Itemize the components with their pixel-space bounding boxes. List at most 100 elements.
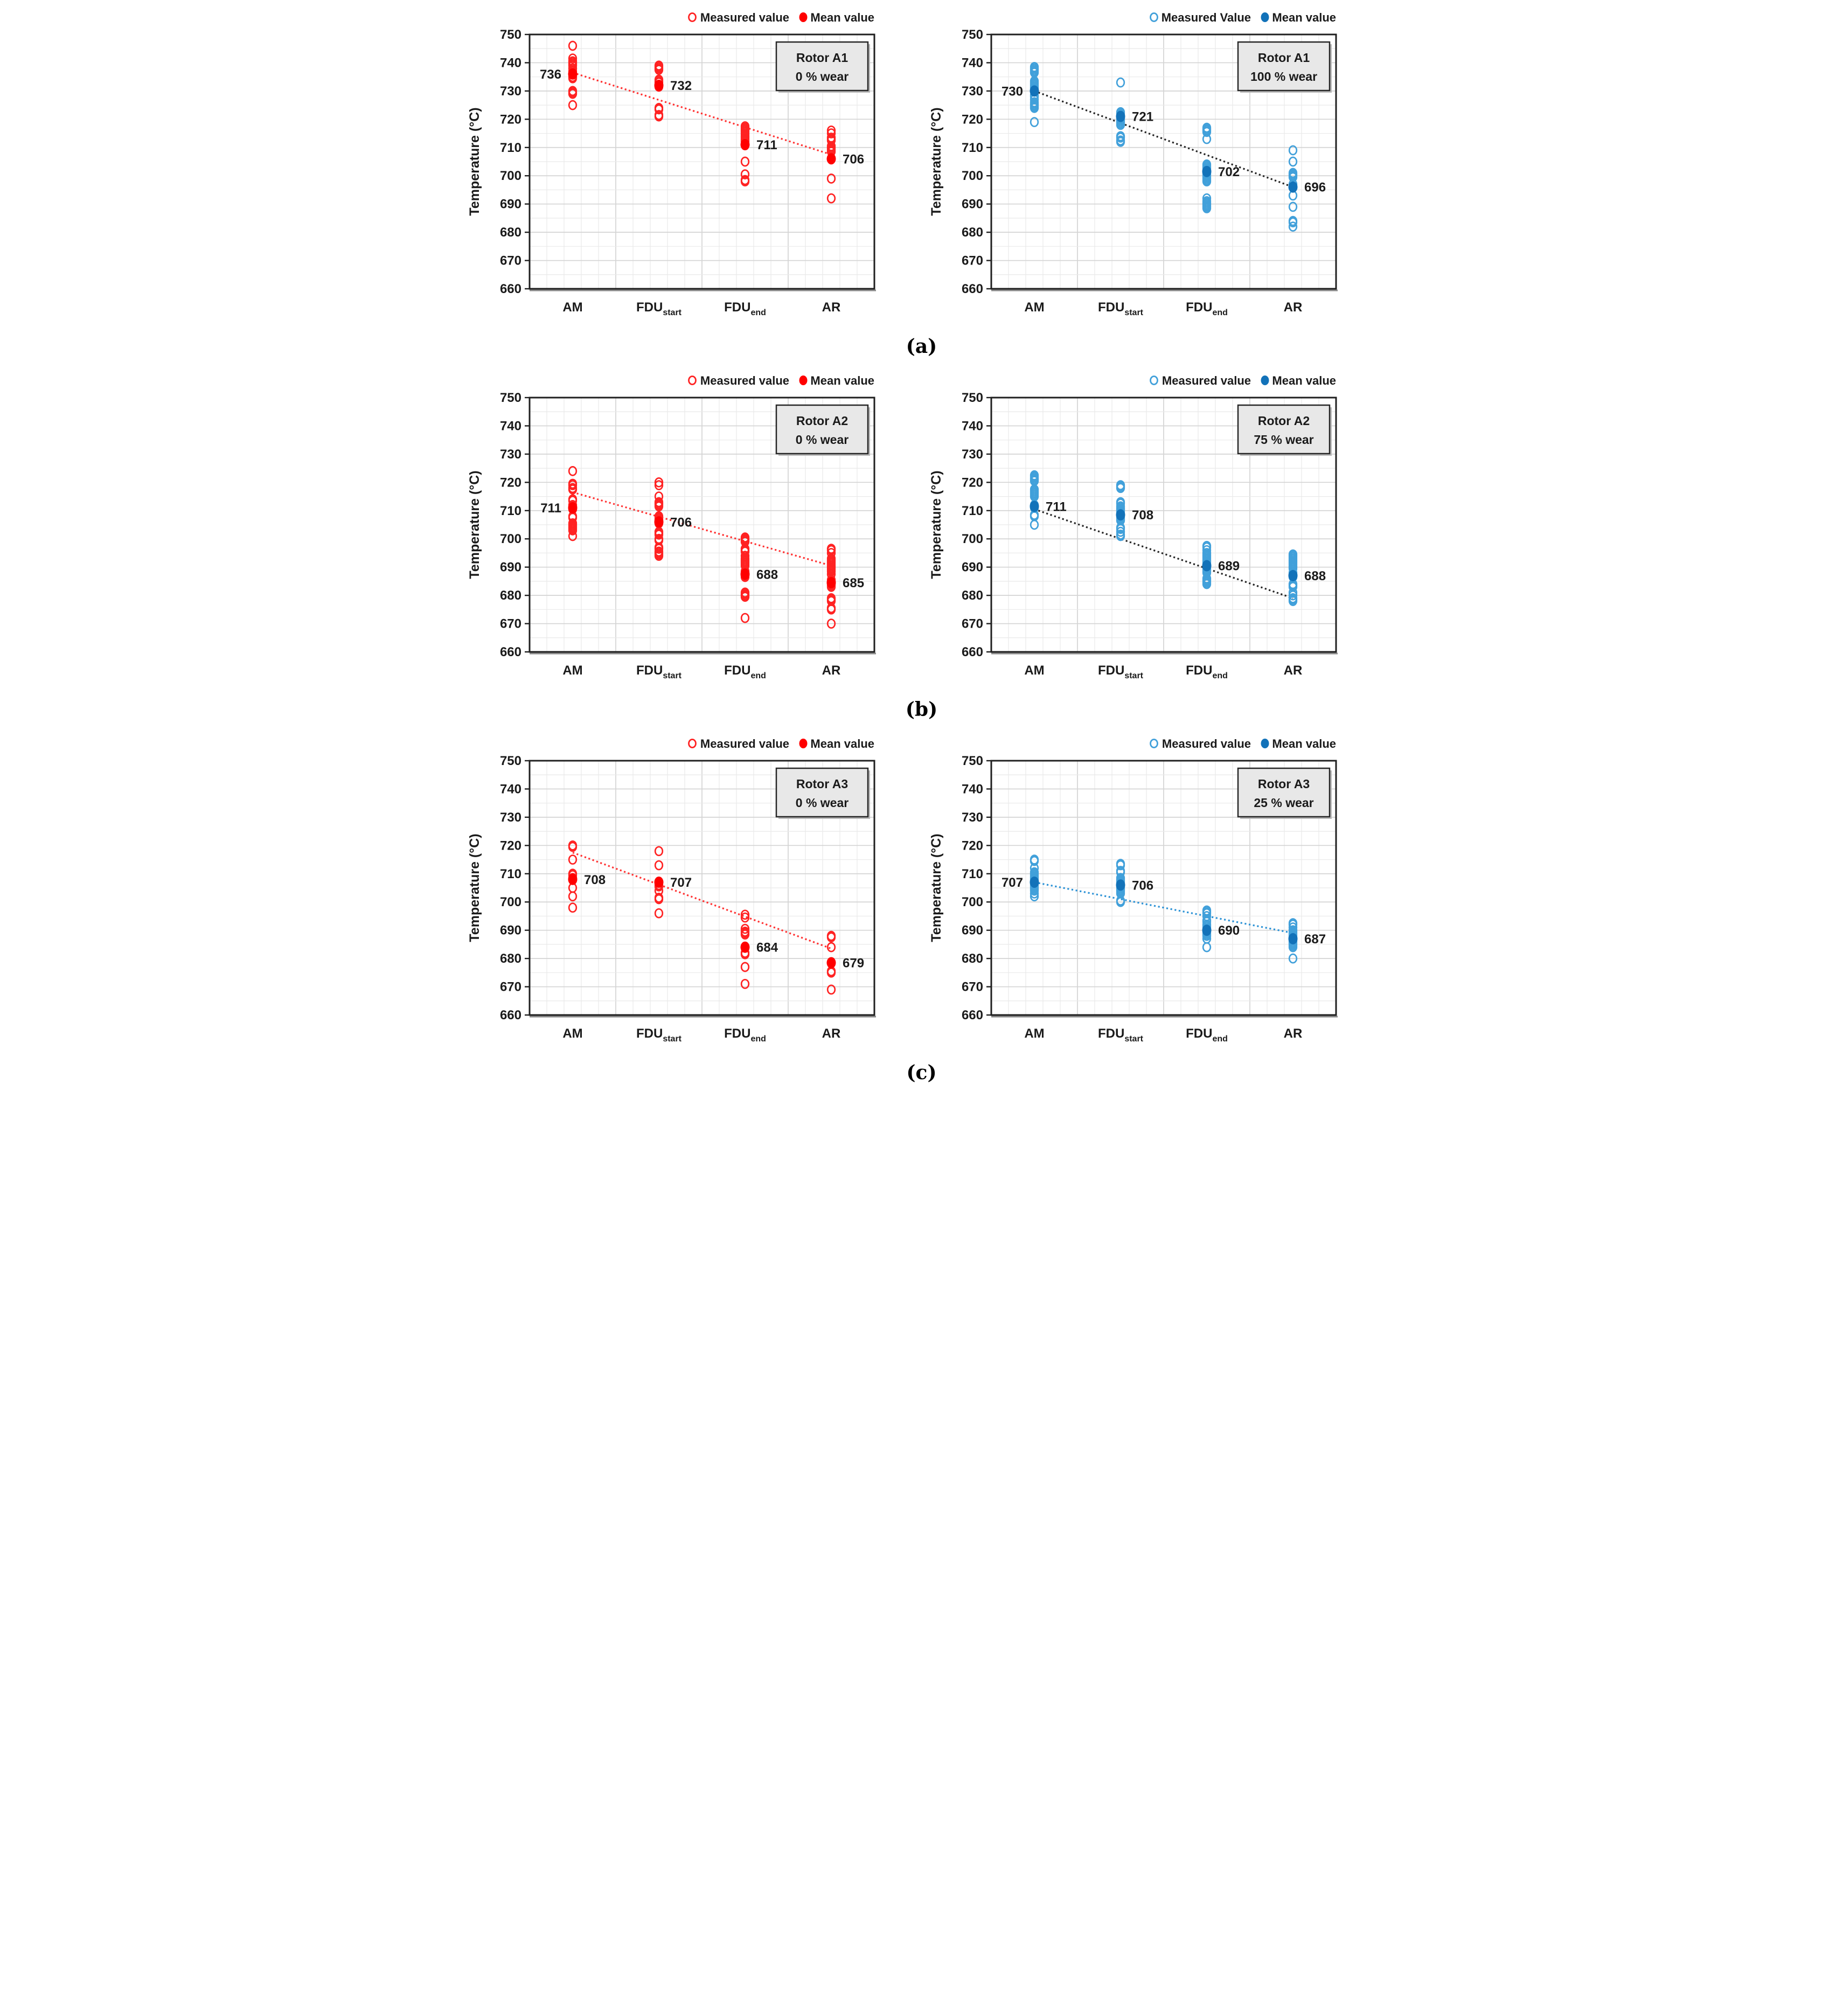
- wear-label: 0 % wear: [795, 69, 848, 84]
- mean-value-label: 711: [540, 501, 561, 516]
- plot-border: [990, 33, 1337, 290]
- chart-canvas: 708 707 684 679 660 670 680 690 700 710 720 730 740 7…: [467, 737, 876, 1044]
- measured-points-group: [1030, 470, 1039, 530]
- mean-value-icon: [1261, 376, 1269, 385]
- measured-point: [740, 176, 749, 187]
- measured-point: [1116, 524, 1125, 534]
- wear-label: 0 % wear: [795, 433, 848, 447]
- y-axis-title: Temperature (°C): [467, 833, 482, 942]
- chart-row-b: 711 706 688 685 660 670 680 690 700 710 720 730 740 7…: [461, 366, 1383, 696]
- x-category-label: FDUend: [1186, 1026, 1228, 1044]
- measured-value-icon: [687, 739, 697, 748]
- legend-measured-label: Measured value: [700, 11, 789, 24]
- mean-value-label: 706: [670, 515, 692, 530]
- y-tick-label: 670: [499, 980, 521, 995]
- mean-point: [826, 957, 836, 969]
- wear-label: 75 % wear: [1254, 433, 1313, 447]
- trend-line: [572, 491, 831, 567]
- y-tick-label: 750: [499, 754, 521, 768]
- measured-point: [826, 193, 836, 204]
- y-tick-label: 700: [499, 895, 521, 909]
- measured-point: [1288, 145, 1297, 156]
- title-box: [775, 767, 868, 818]
- measured-point: [1202, 203, 1211, 213]
- x-category-label: FDUstart: [636, 1026, 681, 1044]
- mean-point: [1202, 560, 1211, 572]
- measured-point: [740, 923, 749, 934]
- x-category-label: AM: [1024, 663, 1044, 678]
- legend-mean-label: Mean value: [1272, 11, 1336, 24]
- chart-canvas: 711 706 688 685 660 670 680 690 700 710 720 730 740 7…: [467, 374, 876, 680]
- x-category-label: AR: [822, 1026, 840, 1041]
- legend-mean-label: Mean value: [810, 374, 874, 387]
- y-axis-title: Temperature (°C): [467, 107, 482, 215]
- measured-point: [1116, 133, 1125, 143]
- y-tick-label: 750: [499, 391, 521, 405]
- x-category-label: FDUend: [724, 1026, 766, 1044]
- x-category-label: AM: [562, 300, 582, 315]
- x-category-label: AM: [1024, 1026, 1044, 1041]
- y-tick-label: 690: [961, 560, 983, 575]
- section-label-c: (c): [906, 1061, 937, 1084]
- measured-point: [654, 530, 663, 540]
- y-tick-label: 730: [499, 810, 521, 825]
- x-category-label: FDUstart: [636, 663, 681, 680]
- measured-point: [1030, 891, 1039, 902]
- y-tick-label: 710: [961, 867, 983, 881]
- chart-canvas: 707 706 690 687 660 670 680 690 700 710 720 730 740 7…: [929, 737, 1338, 1044]
- measured-point: [1288, 596, 1297, 606]
- y-tick-label: 700: [499, 532, 521, 546]
- y-tick-label: 740: [961, 55, 983, 70]
- legend-mean-label: Mean value: [1272, 737, 1336, 750]
- mean-value-label: 679: [843, 956, 864, 970]
- y-tick-label: 750: [961, 391, 983, 405]
- title-box: [1237, 767, 1330, 818]
- mean-value-label: 690: [1218, 923, 1240, 938]
- mean-point: [568, 68, 577, 80]
- mean-point: [1202, 165, 1211, 177]
- measured-point: [826, 604, 836, 615]
- measured-point: [740, 156, 749, 167]
- x-category-label: AR: [822, 663, 840, 678]
- measured-point: [1288, 590, 1297, 601]
- mean-value-label: 706: [843, 152, 864, 166]
- mean-value-label: 721: [1132, 110, 1153, 124]
- y-tick-label: 720: [499, 838, 521, 853]
- legend-measured-label: Measured value: [1162, 374, 1250, 387]
- mean-point: [1116, 509, 1125, 521]
- y-tick-label: 710: [961, 504, 983, 518]
- mean-point: [826, 577, 836, 589]
- measured-value-icon: [687, 376, 697, 385]
- mean-value-label: 706: [1132, 878, 1153, 893]
- y-axis-title: Temperature (°C): [929, 833, 944, 942]
- measured-point: [568, 902, 577, 913]
- y-tick-label: 720: [961, 838, 983, 853]
- y-tick-label: 680: [499, 588, 521, 603]
- y-tick-label: 710: [499, 867, 521, 881]
- measured-point: [1030, 856, 1039, 866]
- measured-point: [568, 531, 577, 541]
- y-axis-title: Temperature (°C): [929, 107, 944, 215]
- chart-row-c: 708 707 684 679 660 670 680 690 700 710 720 730 740 7…: [461, 729, 1383, 1059]
- y-tick-label: 720: [961, 475, 983, 490]
- chart-canvas: 736 732 711 706 660 670 680 690 700 710 720 730 740 7…: [467, 11, 876, 317]
- mean-value-label: 689: [1218, 559, 1240, 574]
- measured-point: [1116, 526, 1125, 537]
- measured-point: [1202, 127, 1211, 137]
- y-tick-label: 730: [961, 447, 983, 462]
- measured-point: [826, 984, 836, 995]
- measured-point: [654, 551, 663, 561]
- plot-border: [990, 760, 1337, 1016]
- legend-measured-label: Measured value: [700, 737, 789, 750]
- mean-point: [568, 502, 577, 514]
- y-tick-label: 670: [961, 254, 983, 268]
- measured-point: [568, 854, 577, 865]
- measured-point: [1288, 953, 1297, 964]
- chart-rotor-a3-0pct-wear: 708 707 684 679 660 670 680 690 700 710 720 730 740 7…: [461, 729, 921, 1059]
- legend-mean-label: Mean value: [1272, 374, 1336, 387]
- mean-value-label: 687: [1304, 932, 1326, 947]
- y-tick-label: 680: [961, 951, 983, 966]
- title-box: [775, 41, 868, 92]
- figure-panel: 736 732 711 706 660 670 680 690 700 710 720 730 740 7…: [460, 0, 1383, 1103]
- y-tick-label: 700: [961, 169, 983, 183]
